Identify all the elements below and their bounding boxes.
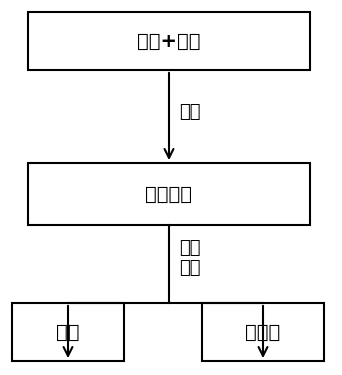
- Text: 焙烧: 焙烧: [179, 103, 200, 121]
- Bar: [12, 303, 124, 361]
- Text: 焙燒样品: 焙燒样品: [145, 184, 193, 204]
- Bar: [28, 163, 310, 225]
- Bar: [202, 303, 324, 361]
- Text: 滤渣: 滤渣: [56, 322, 80, 342]
- Text: 过滤: 过滤: [179, 259, 200, 277]
- Text: 浸出液: 浸出液: [245, 322, 281, 342]
- Text: 浸出: 浸出: [179, 239, 200, 257]
- Bar: [28, 12, 310, 70]
- Text: 原矿+硫酸: 原矿+硫酸: [137, 32, 201, 51]
